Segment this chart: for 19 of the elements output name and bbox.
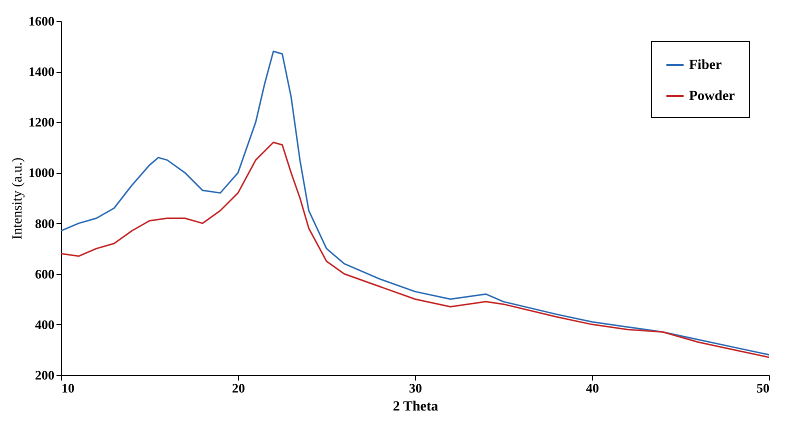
y-tick-label: 1400 — [28, 64, 54, 80]
legend-label: Fiber — [689, 58, 722, 73]
y-tick-label: 400 — [35, 316, 54, 332]
x-axis-title: 2 Theta — [392, 400, 438, 414]
x-tick-label: 10 — [62, 380, 74, 396]
x-tick-label: 20 — [232, 380, 245, 396]
y-tick-label: 1200 — [28, 114, 54, 130]
y-tick-label: 200 — [35, 368, 54, 382]
y-tick-label: 1000 — [28, 165, 54, 180]
line-series — [60, 50, 770, 356]
line-series — [60, 142, 770, 358]
legend-label: Powder — [689, 89, 735, 104]
y-tick-label: 600 — [35, 266, 54, 282]
y-tick-label: 1600 — [28, 14, 54, 28]
y-axis-title: Intensity (a.u.) — [10, 157, 26, 240]
y-tick-label: 800 — [35, 216, 54, 231]
x-tick-label: 50 — [756, 380, 770, 396]
x-tick-label: 40 — [586, 380, 599, 396]
x-tick-label: 30 — [409, 380, 422, 396]
